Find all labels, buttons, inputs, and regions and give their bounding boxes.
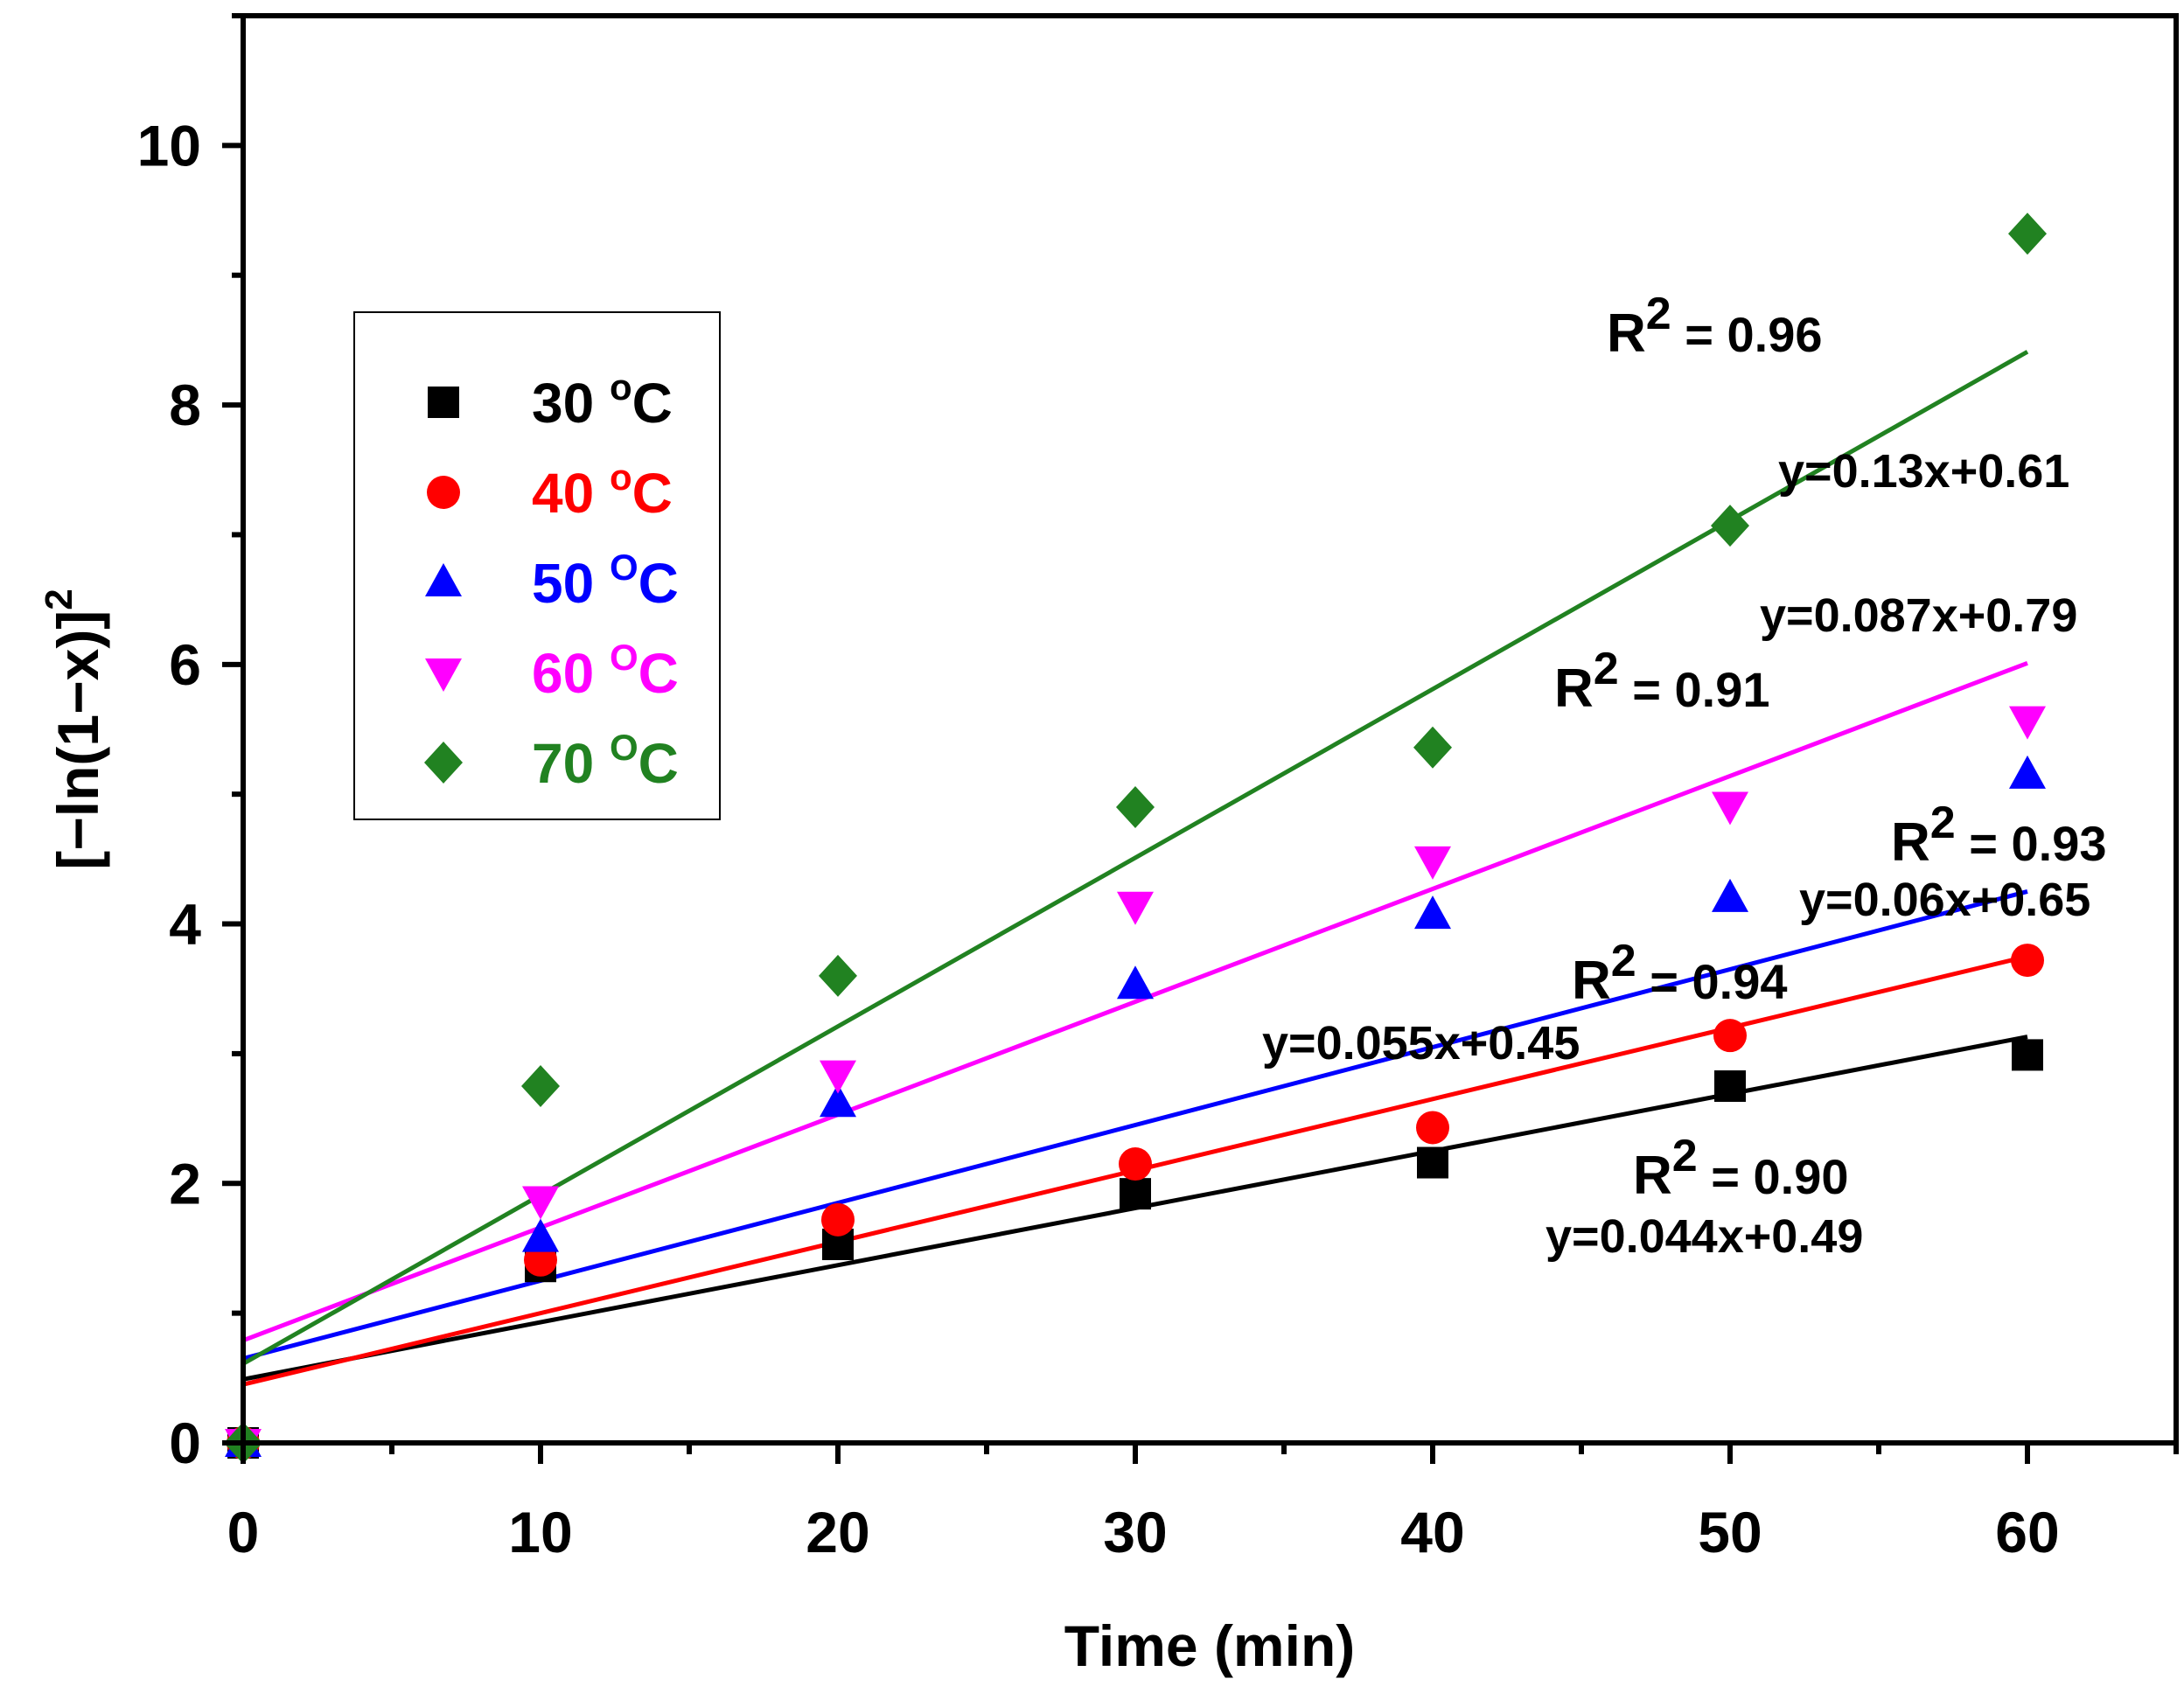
data-point-40-30 — [1119, 1147, 1152, 1181]
y-axis-label-sup: 2 — [38, 589, 80, 610]
data-point-70-60 — [2008, 212, 2047, 255]
x-tick-label-60: 60 — [1995, 1500, 2059, 1564]
legend-items: 30 oC 40 oC 50 OC 60 OC 70 OC — [424, 366, 679, 795]
legend-marker-60 — [425, 658, 462, 692]
legend-marker-70 — [424, 742, 463, 784]
fit-equation-60: y=0.087x+0.79 — [1760, 589, 2077, 642]
x-axis-label: Time (min) — [1064, 1613, 1355, 1678]
legend-label-70: 70 OC — [532, 727, 679, 795]
data-point-30-60 — [2012, 1039, 2043, 1071]
fit-equation-30: y=0.044x+0.49 — [1546, 1210, 1863, 1263]
y-tick-label-10: 10 — [137, 113, 201, 178]
data-point-60-50 — [1712, 791, 1748, 826]
y-tick-label-4: 4 — [169, 892, 201, 957]
axis-ticks — [222, 13, 2179, 1464]
legend-box — [353, 311, 721, 820]
data-point-50-40 — [1414, 895, 1451, 930]
x-tick-label-10: 10 — [508, 1500, 572, 1564]
data-point-50-60 — [2009, 755, 2046, 789]
legend-marker-30 — [428, 387, 459, 418]
legend: 30 oC 40 oC 50 OC 60 OC 70 OC — [353, 311, 721, 820]
r2-annotation-70: R2 = 0.96 — [1607, 289, 1823, 364]
data-point-70-10 — [521, 1065, 560, 1107]
data-point-70-40 — [1413, 726, 1452, 769]
data-point-40-50 — [1713, 1019, 1747, 1053]
legend-marker-50 — [425, 563, 462, 596]
x-tick-label-40: 40 — [1400, 1500, 1464, 1564]
y-axis-label: [−ln(1−x)]2 — [38, 589, 110, 870]
data-point-30-40 — [1417, 1146, 1448, 1179]
y-tick-label-8: 8 — [169, 373, 201, 437]
x-tick-label-30: 30 — [1103, 1500, 1167, 1564]
legend-label-40: 40 oC — [532, 456, 673, 525]
data-point-50-50 — [1712, 878, 1748, 912]
legend-label-60: 60 OC — [532, 637, 679, 705]
r2-annotation-60: R2 = 0.91 — [1554, 644, 1770, 719]
fit-equation-70: y=0.13x+0.61 — [1778, 445, 2069, 498]
plot-frame — [241, 13, 2179, 1446]
tick-labels: 0 10 20 30 40 50 60 0 2 4 6 8 10 — [137, 113, 2060, 1564]
r2-annotation-50: R2 = 0.93 — [1891, 798, 2107, 873]
x-tick-label-0: 0 — [227, 1500, 260, 1564]
y-tick-label-6: 6 — [169, 632, 201, 697]
data-point-50-10 — [522, 1218, 559, 1252]
data-point-50-30 — [1117, 965, 1154, 1000]
fit-equation-40: y=0.055x+0.45 — [1262, 1017, 1580, 1069]
legend-label-50: 50 OC — [532, 547, 679, 615]
data-point-40-40 — [1416, 1111, 1449, 1145]
data-point-60-20 — [820, 1060, 856, 1094]
r2-annotation-40: R2 = 0.94 — [1572, 936, 1788, 1011]
x-tick-label-20: 20 — [806, 1500, 869, 1564]
data-point-70-50 — [1711, 505, 1749, 547]
data-point-60-40 — [1414, 846, 1451, 880]
y-axis-label-group: [−ln(1−x)]2 — [38, 589, 110, 870]
legend-marker-40 — [427, 476, 460, 509]
data-point-40-60 — [2011, 944, 2044, 978]
y-tick-label-0: 0 — [169, 1411, 201, 1475]
fit-equation-50: y=0.06x+0.65 — [1799, 874, 2090, 926]
r2-annotation-30: R2 = 0.90 — [1633, 1131, 1849, 1206]
data-point-50-20 — [820, 1083, 856, 1118]
legend-label-30: 30 oC — [532, 366, 673, 435]
y-tick-label-2: 2 — [169, 1151, 201, 1216]
data-point-70-30 — [1116, 786, 1155, 829]
data-point-30-30 — [1120, 1178, 1151, 1210]
data-point-60-30 — [1117, 891, 1154, 925]
data-point-40-20 — [821, 1202, 855, 1237]
data-point-30-50 — [1714, 1070, 1746, 1102]
x-tick-label-50: 50 — [1698, 1500, 1762, 1564]
fit-annotations: R2 = 0.90y=0.044x+0.49 R2 = 0.94 y=0.055x+… — [1262, 289, 2107, 1263]
data-point-70-20 — [819, 954, 857, 997]
data-point-60-60 — [2009, 706, 2046, 740]
data-point-60-10 — [522, 1186, 559, 1220]
